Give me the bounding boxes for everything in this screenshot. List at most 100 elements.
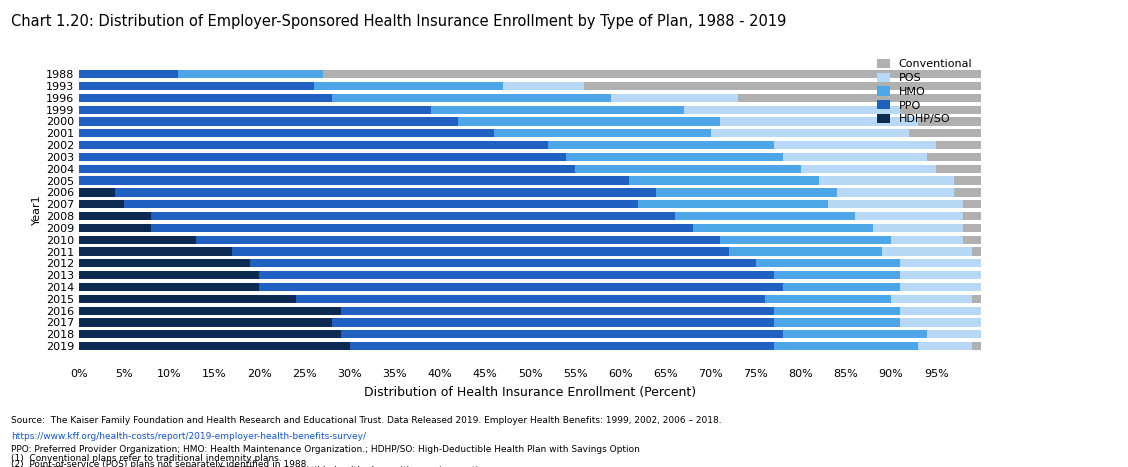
Bar bbox=[918, 117, 981, 126]
Bar bbox=[756, 259, 900, 268]
Bar bbox=[918, 342, 972, 350]
Bar bbox=[729, 248, 882, 255]
Text: PPO: Preferred Provider Organization; HMO: Health Maintenance Organization.; HDH: PPO: Preferred Provider Organization; HM… bbox=[11, 445, 641, 453]
Bar bbox=[629, 177, 819, 185]
Bar bbox=[259, 283, 783, 291]
Bar bbox=[79, 342, 350, 350]
Bar bbox=[972, 248, 981, 255]
Bar bbox=[350, 342, 774, 350]
Bar bbox=[693, 224, 873, 232]
Bar bbox=[575, 165, 801, 173]
Bar bbox=[900, 271, 981, 279]
Bar bbox=[783, 283, 900, 291]
Bar bbox=[927, 330, 981, 339]
Bar bbox=[341, 306, 774, 315]
Bar bbox=[963, 212, 981, 220]
Bar bbox=[458, 117, 720, 126]
Bar bbox=[611, 94, 738, 102]
Bar bbox=[963, 224, 981, 232]
Bar bbox=[927, 153, 981, 161]
Bar bbox=[900, 306, 981, 315]
Bar bbox=[79, 153, 566, 161]
Bar bbox=[963, 200, 981, 208]
Bar bbox=[79, 224, 151, 232]
Bar bbox=[720, 117, 918, 126]
Bar bbox=[79, 94, 332, 102]
Bar bbox=[684, 106, 900, 114]
Bar bbox=[296, 295, 765, 303]
Bar bbox=[837, 188, 954, 197]
Bar bbox=[259, 271, 774, 279]
Bar bbox=[79, 295, 296, 303]
Bar bbox=[936, 141, 981, 149]
Bar bbox=[79, 106, 431, 114]
Bar bbox=[765, 295, 891, 303]
Bar bbox=[79, 70, 178, 78]
Bar bbox=[178, 70, 323, 78]
Bar bbox=[828, 200, 963, 208]
Bar bbox=[774, 342, 918, 350]
Bar bbox=[79, 259, 250, 268]
Bar bbox=[332, 94, 611, 102]
Bar bbox=[801, 165, 936, 173]
Bar bbox=[79, 82, 314, 90]
Bar bbox=[963, 235, 981, 244]
Bar bbox=[151, 212, 675, 220]
Bar bbox=[936, 165, 981, 173]
Bar bbox=[79, 200, 124, 208]
Bar bbox=[196, 235, 720, 244]
Bar bbox=[250, 259, 756, 268]
Bar bbox=[79, 306, 341, 315]
Bar bbox=[972, 295, 981, 303]
Bar bbox=[909, 129, 981, 137]
Bar bbox=[79, 188, 115, 197]
Bar bbox=[232, 248, 729, 255]
Y-axis label: Year1: Year1 bbox=[32, 195, 42, 226]
Bar bbox=[819, 177, 954, 185]
Bar bbox=[855, 212, 963, 220]
Bar bbox=[79, 165, 575, 173]
Text: (3)  In 2006, the survey began asking about HDHP/SO, high deductible health plan: (3) In 2006, the survey began asking abo… bbox=[11, 466, 493, 467]
Bar bbox=[738, 94, 981, 102]
Bar bbox=[900, 318, 981, 326]
Text: (2)  Point-of-service (POS) plans not separately identified in 1988.: (2) Point-of-service (POS) plans not sep… bbox=[11, 460, 309, 467]
Bar bbox=[774, 318, 900, 326]
Bar bbox=[774, 306, 900, 315]
Bar bbox=[332, 318, 774, 326]
Bar bbox=[900, 283, 981, 291]
Bar bbox=[79, 177, 629, 185]
Bar bbox=[124, 200, 638, 208]
Bar bbox=[900, 106, 981, 114]
Bar bbox=[783, 330, 927, 339]
Bar bbox=[494, 129, 711, 137]
Bar bbox=[431, 106, 684, 114]
Bar bbox=[79, 212, 151, 220]
Bar bbox=[566, 153, 783, 161]
Bar bbox=[79, 248, 232, 255]
Bar bbox=[954, 188, 981, 197]
Bar bbox=[548, 141, 774, 149]
Bar bbox=[900, 259, 981, 268]
Bar bbox=[720, 235, 891, 244]
Bar bbox=[323, 70, 981, 78]
Bar bbox=[891, 295, 972, 303]
Bar bbox=[503, 82, 584, 90]
Bar bbox=[79, 129, 494, 137]
X-axis label: Distribution of Health Insurance Enrollment (Percent): Distribution of Health Insurance Enrollm… bbox=[364, 386, 696, 399]
Text: https://www.kff.org/health-costs/report/2019-employer-health-benefits-survey/: https://www.kff.org/health-costs/report/… bbox=[11, 432, 367, 441]
Bar bbox=[79, 330, 341, 339]
Bar bbox=[675, 212, 855, 220]
Bar bbox=[584, 82, 981, 90]
Legend: Conventional, POS, HMO, PPO, HDHP/SO: Conventional, POS, HMO, PPO, HDHP/SO bbox=[873, 56, 976, 127]
Bar bbox=[972, 342, 981, 350]
Bar bbox=[115, 188, 656, 197]
Bar bbox=[79, 283, 259, 291]
Bar bbox=[882, 248, 972, 255]
Bar bbox=[341, 330, 783, 339]
Bar bbox=[656, 188, 837, 197]
Text: (1)  Conventional plans refer to traditional indemnity plans.: (1) Conventional plans refer to traditio… bbox=[11, 454, 282, 463]
Bar bbox=[873, 224, 963, 232]
Text: Chart 1.20: Distribution of Employer-Sponsored Health Insurance Enrollment by Ty: Chart 1.20: Distribution of Employer-Spo… bbox=[11, 14, 786, 29]
Bar bbox=[79, 235, 196, 244]
Text: Source:  The Kaiser Family Foundation and Health Research and Educational Trust.: Source: The Kaiser Family Foundation and… bbox=[11, 416, 722, 425]
